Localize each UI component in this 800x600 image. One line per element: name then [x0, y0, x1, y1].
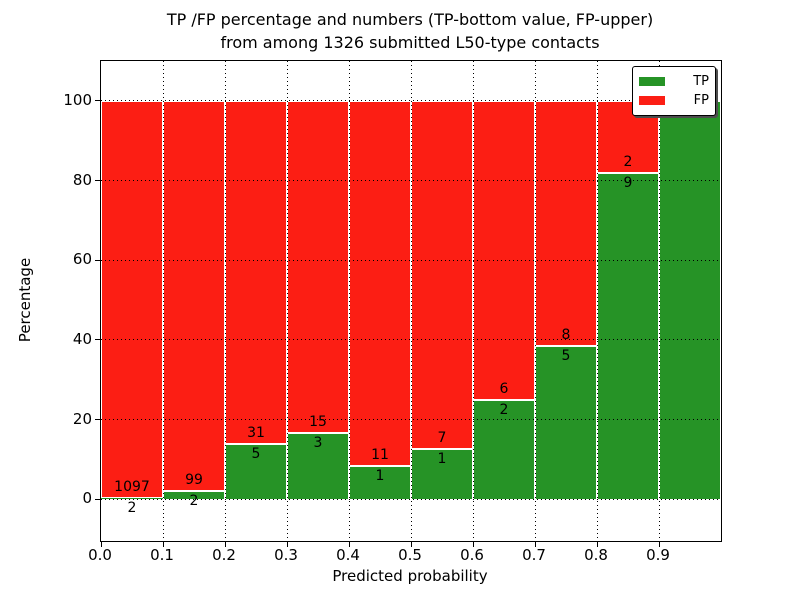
plot-area: TP FP 109729923151531117162852920 — [95, 60, 722, 547]
y-tick-mark — [95, 339, 100, 341]
x-tick-label: 0.3 — [274, 546, 298, 564]
fp-count-label: 99 — [185, 472, 203, 489]
bar-segment-fp — [411, 100, 473, 450]
fp-count-label: 31 — [247, 424, 265, 441]
fp-count-label: 1097 — [114, 479, 150, 496]
tp-count-label: 3 — [313, 434, 323, 451]
chart-title-line1: TP /FP percentage and numbers (TP-bottom… — [166, 10, 654, 29]
y-tick-mark — [95, 180, 100, 181]
gridline-vertical — [596, 61, 598, 541]
gridline-vertical — [658, 61, 660, 541]
bar-segment-tp — [473, 399, 535, 500]
fp-count-label: 15 — [309, 413, 327, 430]
bar-segment-tp — [597, 173, 659, 500]
x-tick-mark — [596, 542, 598, 547]
y-tick-label: 0 — [82, 489, 92, 508]
legend-label-tp: TP — [693, 74, 709, 89]
x-tick-mark — [100, 542, 102, 547]
fp-count-label: 2 — [623, 154, 633, 171]
x-tick-label: 0.1 — [150, 546, 174, 564]
bar-segment-tp — [411, 449, 473, 500]
tp-count-label: 2 — [127, 500, 137, 517]
fp-count-label: 6 — [499, 380, 509, 397]
bar-segment-fp — [101, 100, 163, 499]
x-tick-label: 0.9 — [646, 546, 670, 564]
legend-item-tp: TP — [639, 72, 709, 91]
fp-count-label: 8 — [561, 326, 571, 343]
bar-segment-tp — [659, 100, 721, 500]
legend-swatch-tp-icon — [639, 77, 665, 86]
x-tick-label: 0.7 — [522, 546, 546, 564]
bar-segment-tp — [349, 465, 411, 500]
bar-segment-fp — [535, 100, 597, 346]
bar-segment-fp — [287, 100, 349, 433]
tp-count-label: 5 — [561, 347, 571, 364]
gridline-vertical — [410, 61, 412, 541]
x-axis-label: Predicted probability — [332, 567, 488, 585]
legend-swatch-fp-icon — [639, 96, 665, 105]
legend-item-fp: FP — [639, 91, 709, 110]
gridline-vertical — [162, 61, 164, 541]
x-tick-mark — [224, 542, 226, 547]
x-tick-label: 0.8 — [584, 546, 608, 564]
x-tick-label: 0.4 — [336, 546, 360, 564]
x-tick-mark — [348, 542, 350, 547]
y-axis-label: Percentage — [16, 257, 34, 343]
tp-count-label: 1 — [437, 451, 447, 468]
x-tick-label: 0.6 — [460, 546, 484, 564]
y-tick-label: 20 — [72, 409, 92, 428]
tp-count-label: 2 — [499, 401, 509, 418]
y-tick-mark — [95, 100, 100, 102]
bar-segment-tp — [535, 345, 597, 500]
legend: TP FP — [632, 66, 716, 116]
x-tick-label: 0.2 — [212, 546, 236, 564]
x-tick-mark — [472, 542, 474, 547]
y-tick-label: 100 — [63, 90, 92, 109]
gridline-vertical — [224, 61, 226, 541]
tp-count-label: 5 — [251, 445, 261, 462]
bar-segment-fp — [225, 100, 287, 444]
bar-segment-fp — [473, 100, 535, 400]
fp-count-label: 7 — [437, 430, 447, 447]
tp-count-label: 2 — [189, 493, 199, 510]
chart-title-line2: from among 1326 submitted L50-type conta… — [220, 33, 600, 52]
y-tick-label: 40 — [72, 329, 92, 348]
y-tick-mark — [95, 419, 100, 420]
bar-segment-tp — [287, 432, 349, 500]
x-tick-label: 0.5 — [398, 546, 422, 564]
gridline-vertical — [472, 61, 474, 541]
tp-count-label: 1 — [375, 467, 385, 484]
y-tick-mark — [95, 498, 100, 500]
gridline-vertical — [348, 61, 350, 541]
x-tick-label: 0.0 — [88, 546, 112, 564]
gridline-vertical — [534, 61, 536, 541]
gridline-vertical — [286, 61, 288, 541]
fp-count-label: 11 — [371, 446, 389, 463]
bar-segment-fp — [163, 100, 225, 492]
x-tick-mark — [410, 542, 412, 547]
legend-label-fp: FP — [693, 93, 709, 108]
chart-title: TP /FP percentage and numbers (TP-bottom… — [100, 8, 720, 54]
bar-segment-fp — [349, 100, 411, 466]
x-tick-mark — [534, 542, 536, 547]
x-tick-mark — [286, 542, 288, 547]
y-tick-label: 80 — [72, 170, 92, 189]
x-tick-mark — [658, 542, 660, 547]
y-tick-label: 60 — [72, 250, 92, 269]
tp-count-label: 9 — [623, 175, 633, 192]
y-tick-mark — [95, 259, 100, 261]
x-tick-mark — [162, 542, 164, 547]
